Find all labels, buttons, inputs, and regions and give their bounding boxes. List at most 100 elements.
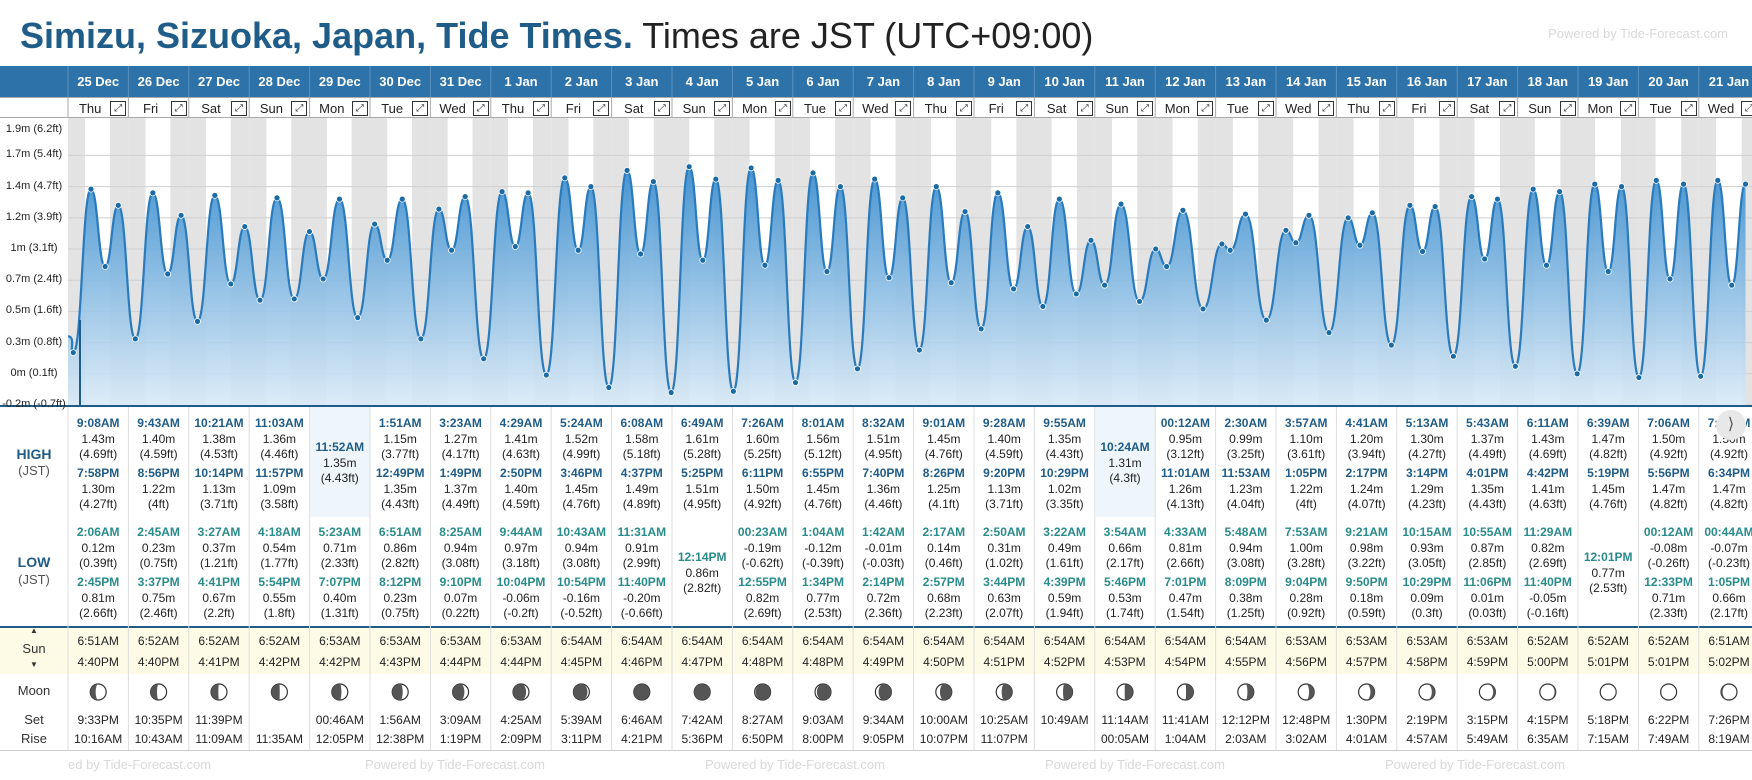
low-tide-time: 5:54PM xyxy=(258,575,301,589)
moonrise-time: 3:02AM xyxy=(1285,732,1327,746)
moon-shadow xyxy=(694,684,711,700)
expand-icon[interactable]: ⤢ xyxy=(1257,101,1274,116)
weekday-label: Sun xyxy=(682,101,706,116)
high-tide-height-ft: (3.35ft) xyxy=(1045,497,1084,511)
expand-icon[interactable]: ⤢ xyxy=(1378,101,1395,116)
expand-icon[interactable]: ⤢ xyxy=(593,101,610,116)
sunrise-time: 6:53AM xyxy=(319,634,361,648)
low-tide-time: 10:15AM xyxy=(1402,525,1452,539)
high-tide-height-m: 1.13m xyxy=(202,482,236,496)
high-tide-point xyxy=(932,183,940,191)
watermark-2: Powered by Tide-Forecast.com xyxy=(705,757,885,772)
high-tide-height-m: 1.36m xyxy=(262,432,297,446)
low-tide-time: 8:25AM xyxy=(439,525,482,539)
low-tide-height-ft: (-0.52ft) xyxy=(560,606,603,620)
sunrise-time: 6:53AM xyxy=(379,634,421,648)
expand-icon[interactable]: ⤢ xyxy=(955,101,972,116)
low-tide-height-m: 0.37m xyxy=(202,541,236,555)
high-tide-height-ft: (4.76ft) xyxy=(562,497,601,511)
high-tide-point xyxy=(1468,193,1475,201)
high-tide-height-ft: (4.89ft) xyxy=(622,497,661,511)
expand-icon[interactable]: ⤢ xyxy=(653,101,670,116)
low-tide-height-ft: (2.53ft) xyxy=(1589,581,1628,595)
low-tide-point xyxy=(1356,241,1364,249)
expand-icon[interactable]: ⤢ xyxy=(714,101,731,116)
low-tide-height-m: 0.81m xyxy=(1168,541,1203,555)
high-tide-point xyxy=(1117,200,1125,208)
high-tide-height-ft: (4.92ft) xyxy=(1649,447,1688,461)
expand-icon[interactable]: ⤢ xyxy=(110,101,127,116)
high-tide-height-ft: (4.3ft) xyxy=(1109,471,1141,485)
expand-icon[interactable]: ⤢ xyxy=(1680,101,1697,116)
expand-icon[interactable]: ⤢ xyxy=(835,101,851,116)
moonrise-time: 6:50PM xyxy=(741,732,784,746)
scroll-right-button[interactable]: ⟩ xyxy=(1716,410,1746,440)
low-tide-point xyxy=(1292,239,1300,247)
low-tide-height-ft: (2.17ft) xyxy=(1709,606,1748,620)
low-tide-time: 2:57PM xyxy=(922,575,965,589)
weekday-label: Sat xyxy=(624,101,644,116)
low-tide-time: 10:43AM xyxy=(556,525,607,539)
weekday-label: Fri xyxy=(1411,101,1427,116)
powered-by-top[interactable]: Powered by Tide-Forecast.com xyxy=(1548,26,1728,41)
expand-icon[interactable]: ⤢ xyxy=(231,101,247,116)
date-header: 28 Dec xyxy=(258,74,301,89)
y-tick-label: 1.9m (6.2ft) xyxy=(5,123,63,136)
sunrise-time: 6:53AM xyxy=(500,634,542,648)
expand-icon[interactable]: ⤢ xyxy=(1076,101,1093,116)
low-tide-time: 9:44AM xyxy=(499,525,543,539)
expand-icon[interactable]: ⤢ xyxy=(1741,101,1752,116)
sunset-time: 4:48PM xyxy=(802,655,844,669)
moon-shadow xyxy=(1185,684,1194,700)
weekday-label: Thu xyxy=(924,101,947,116)
high-tide-time: 5:43AM xyxy=(1466,416,1509,430)
expand-icon[interactable]: ⤢ xyxy=(1559,101,1576,116)
moonset-time: 12:48PM xyxy=(1282,713,1331,727)
low-tide-point xyxy=(383,256,391,264)
weekday-label: Fri xyxy=(565,101,581,116)
moonrise-time: 5:36PM xyxy=(681,732,723,746)
moon-shadow xyxy=(150,684,159,700)
expand-icon[interactable]: ⤢ xyxy=(291,101,308,116)
expand-icon[interactable]: ⤢ xyxy=(412,101,429,116)
sunrise-time: 6:52AM xyxy=(198,634,240,648)
high-tide-time: 8:01AM xyxy=(801,416,845,430)
high-tide-height-ft: (4.17ft) xyxy=(441,447,480,461)
high-tide-time: 6:11PM xyxy=(741,466,784,480)
expand-icon[interactable]: ⤢ xyxy=(472,101,489,116)
expand-icon[interactable]: ⤢ xyxy=(1620,101,1637,116)
night-shade xyxy=(1741,118,1752,405)
low-tide-point xyxy=(1325,329,1333,337)
expand-icon[interactable]: ⤢ xyxy=(1197,101,1214,116)
expand-icon[interactable]: ⤢ xyxy=(1137,101,1153,116)
expand-icon[interactable]: ⤢ xyxy=(1439,101,1455,116)
high-tide-height-ft: (4ft) xyxy=(1295,497,1317,511)
expand-icon[interactable]: ⤢ xyxy=(1318,101,1335,116)
expand-icon[interactable]: ⤢ xyxy=(170,101,187,116)
expand-icon[interactable]: ⤢ xyxy=(1016,101,1033,116)
moonset-time: 6:46AM xyxy=(621,713,663,727)
high-tide-height-ft: (4.43ft) xyxy=(320,471,359,485)
low-tide-time: 1:42AM xyxy=(862,525,905,539)
low-tide-height-m: 0.38m xyxy=(1229,591,1263,605)
high-tide-height-m: 1.35m xyxy=(323,456,357,470)
moon-shadow xyxy=(755,684,771,700)
high-tide-height-m: 1.40m xyxy=(141,432,176,446)
high-tide-height-ft: (4.07ft) xyxy=(1347,497,1386,511)
expand-icon[interactable]: ⤢ xyxy=(895,101,912,116)
low-tide-time: 4:41PM xyxy=(197,575,241,589)
low-tide-point xyxy=(1635,374,1643,381)
expand-icon[interactable]: ⤢ xyxy=(533,101,549,116)
moonrise-time: 6:35AM xyxy=(1527,732,1569,746)
low-tide-point xyxy=(885,274,893,282)
expand-icon[interactable]: ⤢ xyxy=(1499,101,1516,116)
high-tide-height-ft: (4.43ft) xyxy=(381,497,420,511)
high-tide-height-ft: (4.63ft) xyxy=(1528,497,1567,511)
expand-icon[interactable]: ⤢ xyxy=(774,101,791,116)
date-header: 1 Jan xyxy=(504,74,538,89)
low-tide-height-m: 0.77m xyxy=(1591,566,1625,580)
moon-shadow xyxy=(211,684,219,700)
low-tide-point xyxy=(417,335,425,343)
expand-icon[interactable]: ⤢ xyxy=(351,101,368,116)
moonset-time: 5:18PM xyxy=(1587,713,1629,727)
